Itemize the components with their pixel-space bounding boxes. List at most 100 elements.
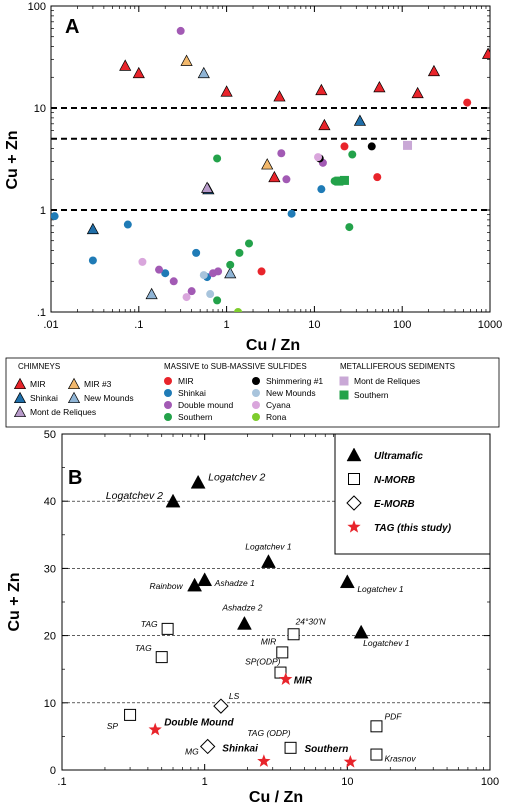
legend-massive-double-mound-label: Double mound [178, 400, 234, 410]
y-tick-label: 40 [44, 496, 56, 508]
data-point-shinkai-triangle [353, 114, 367, 126]
panel-a-y-axis-title: Cu + Zn [4, 130, 21, 189]
data-point-southern-circle [235, 248, 244, 257]
data-point-new-mounds-triangle [197, 66, 210, 79]
legend-massive-cyana-label: Cyana [266, 400, 291, 410]
data-point-shinkai-circle [51, 212, 59, 221]
legend-massive-shimmering-1-marker [252, 377, 260, 385]
legend-chimney-new-mounds-marker [67, 391, 81, 404]
data-point-mir-triangle [273, 90, 286, 102]
panel-a-points [51, 26, 490, 312]
legend-chimney-shinkai-marker [13, 391, 27, 404]
legend-items: MIR Shinkai Mont de Reliques MIR #3 New Moun… [13, 376, 420, 422]
panel-b-x-axis-title: Cu / Zn [249, 789, 303, 806]
legend-chimney-mir-marker [13, 377, 27, 390]
panel-a-legend: CHIMNEYS MASSIVE to SUB-MASSIVE SULFIDES… [5, 357, 500, 428]
point-label-sp-odp: SP(ODP) [245, 657, 281, 667]
point-label-ashadze-2: Ashadze 2 [221, 603, 262, 613]
point-label-logatchev-2: Logatchev 2 [208, 471, 265, 483]
data-point-tag-this-study [279, 672, 293, 685]
legend-n-morb-marker [348, 473, 360, 485]
legend-chimney-mir-3-label: MIR #3 [84, 379, 112, 389]
panel-b-legend-items: Ultramafic N-MORB E-MORB TAG (this study) [346, 447, 452, 534]
legend-metal-southern-label: Southern [354, 390, 389, 400]
data-point-mir-circle [257, 267, 266, 276]
data-point-southern-circle [348, 150, 357, 159]
data-point-mir-3-triangle [180, 54, 193, 66]
data-point-shinkai-circle [317, 185, 326, 194]
legend-chimney-mir-3-marker [67, 377, 81, 390]
x-tick-label: .1 [57, 776, 66, 788]
legend-e-morb-label: E-MORB [374, 499, 415, 510]
legend-massive-new-mounds-marker [252, 389, 260, 397]
data-point-n-morb [370, 720, 383, 733]
panel-a-frame [50, 5, 491, 313]
legend-chimney-mont-de-reliques-marker [13, 405, 27, 418]
data-point-shinkai-circle [123, 220, 132, 229]
data-point-new-mounds-circle [206, 290, 215, 299]
legend-massive-shinkai-label: Shinkai [178, 388, 206, 398]
data-point-double-mound-circle [187, 287, 196, 296]
point-label-pdf: PDF [384, 711, 402, 721]
point-label-logatchev-2: Logatchev 2 [106, 490, 163, 502]
legend-ultramafic-label: Ultramafic [374, 451, 423, 462]
data-point-southern-square [339, 175, 349, 185]
legend-massive-rona-marker [252, 413, 260, 421]
data-point-double-mound-circle [176, 26, 185, 35]
y-tick-label: .1 [37, 307, 46, 319]
data-point-southern-square [334, 176, 344, 186]
data-point-southern-circle [226, 260, 235, 269]
panel-b-legend-frame [334, 433, 491, 555]
data-point-mir-triangle [481, 47, 490, 59]
legend-ultramafic-marker [346, 447, 362, 462]
data-point-ultramafic [190, 474, 206, 489]
data-point-cyana-circle [182, 293, 191, 302]
data-point-e-morb [213, 698, 229, 714]
legend-massive-mir-label: MIR [178, 376, 194, 386]
data-point-southern-circle [345, 223, 354, 232]
legend-tag-this-study-marker [347, 520, 361, 533]
panel-b-points [124, 474, 383, 768]
data-point-mir-triangle [318, 118, 331, 131]
data-point-mir-triangle [411, 86, 424, 99]
legend-chimney-shinkai-label: Shinkai [30, 393, 58, 403]
point-label-tag: TAG [141, 619, 158, 629]
legend-chimney-mir-label: MIR [30, 379, 46, 389]
point-label-ls: LS [229, 691, 240, 701]
data-point-new-mounds-triangle [145, 287, 158, 300]
data-point-double-mound-circle [282, 175, 291, 184]
point-label-24-30-n: 24°30'N [295, 616, 327, 626]
point-label-tag: TAG [135, 643, 152, 653]
data-point-mir-circle [463, 98, 472, 107]
data-point-n-morb [161, 622, 174, 635]
data-point-n-morb [124, 708, 137, 721]
y-tick-label: 0 [50, 765, 56, 777]
legend-massive-shimmering-1-label: Shimmering #1 [266, 376, 323, 386]
point-label-logatchev-1: Logatchev 1 [245, 542, 292, 552]
legend-massive-shinkai-marker [164, 389, 172, 397]
data-point-mir-triangle [315, 83, 328, 96]
x-tick-label: .01 [43, 319, 58, 331]
data-point-n-morb [370, 748, 383, 761]
data-point-cyana-circle [138, 257, 147, 266]
panel-b-legend: Ultramafic N-MORB E-MORB TAG (this study) [334, 433, 491, 555]
legend-head-massive: MASSIVE to SUB-MASSIVE SULFIDES [164, 362, 307, 371]
legend-chimney-mont-de-reliques-label: Mont de Reliques [30, 407, 96, 417]
point-label-double-mound: Double Mound [164, 718, 234, 729]
data-point-double-mound-circle [277, 149, 286, 158]
legend-massive-new-mounds-label: New Mounds [266, 388, 316, 398]
point-label-southern: Southern [304, 744, 348, 755]
data-point-mir-triangle [427, 64, 441, 77]
x-tick-label: 1 [202, 776, 208, 788]
data-point-shimmering-1-circle [367, 142, 376, 151]
data-point-cyana-circle [314, 153, 323, 162]
data-point-new-mounds-triangle [224, 266, 237, 279]
legend-massive-cyana-marker [252, 401, 260, 409]
data-point-mont-de-reliques-square [403, 140, 413, 150]
panel-a-x-axis-title: Cu / Zn [246, 337, 300, 354]
data-point-mir-triangle [373, 80, 386, 93]
legend-massive-rona-label: Rona [266, 412, 287, 422]
